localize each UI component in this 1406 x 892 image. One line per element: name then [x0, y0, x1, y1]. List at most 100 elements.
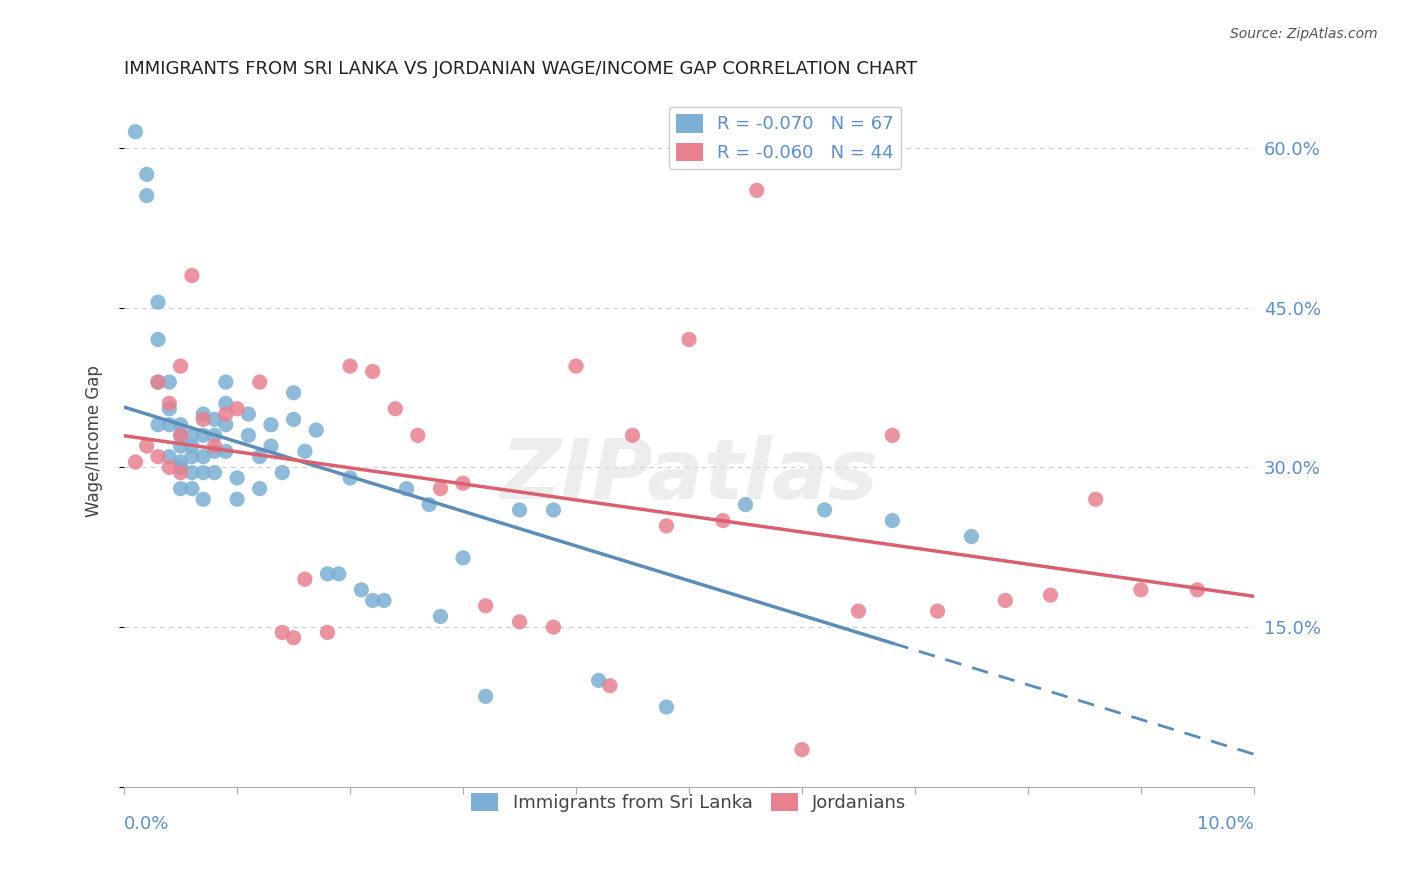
Point: [429, 482, 451, 496]
Point: [169, 417, 191, 432]
Point: [215, 444, 238, 458]
Point: [745, 183, 768, 197]
Point: [249, 482, 271, 496]
Point: [316, 566, 339, 581]
Point: [146, 375, 169, 389]
Point: [204, 439, 226, 453]
Point: [384, 401, 406, 416]
Point: [169, 428, 191, 442]
Point: [180, 439, 202, 453]
Point: [509, 615, 531, 629]
Point: [226, 471, 249, 485]
Point: [271, 625, 294, 640]
Point: [157, 401, 180, 416]
Point: [180, 428, 202, 442]
Text: ZIPatlas: ZIPatlas: [501, 434, 877, 516]
Point: [238, 407, 260, 421]
Point: [193, 492, 215, 507]
Text: Source: ZipAtlas.com: Source: ZipAtlas.com: [1230, 27, 1378, 41]
Point: [339, 359, 361, 373]
Point: [678, 333, 700, 347]
Point: [655, 519, 678, 533]
Point: [169, 460, 191, 475]
Point: [848, 604, 870, 618]
Point: [193, 412, 215, 426]
Point: [328, 566, 350, 581]
Point: [169, 466, 191, 480]
Point: [135, 167, 157, 181]
Point: [157, 450, 180, 464]
Point: [204, 412, 226, 426]
Point: [157, 417, 180, 432]
Point: [169, 455, 191, 469]
Point: [429, 609, 451, 624]
Point: [451, 550, 474, 565]
Point: [543, 620, 565, 634]
Point: [655, 700, 678, 714]
Point: [316, 625, 339, 640]
Point: [169, 482, 191, 496]
Point: [226, 492, 249, 507]
Y-axis label: Wage/Income Gap: Wage/Income Gap: [86, 365, 103, 516]
Point: [124, 125, 146, 139]
Point: [294, 444, 316, 458]
Legend: Immigrants from Sri Lanka, Jordanians: Immigrants from Sri Lanka, Jordanians: [464, 786, 914, 820]
Point: [180, 466, 202, 480]
Point: [361, 364, 384, 378]
Point: [215, 407, 238, 421]
Point: [271, 466, 294, 480]
Point: [283, 631, 305, 645]
Point: [204, 466, 226, 480]
Point: [994, 593, 1017, 607]
Point: [215, 417, 238, 432]
Point: [406, 428, 429, 442]
Point: [283, 385, 305, 400]
Point: [339, 471, 361, 485]
Point: [215, 375, 238, 389]
Point: [418, 498, 440, 512]
Point: [395, 482, 418, 496]
Point: [599, 679, 621, 693]
Text: 10.0%: 10.0%: [1197, 814, 1254, 832]
Point: [146, 375, 169, 389]
Point: [180, 482, 202, 496]
Point: [813, 503, 835, 517]
Point: [146, 333, 169, 347]
Point: [146, 295, 169, 310]
Point: [215, 396, 238, 410]
Point: [711, 514, 734, 528]
Point: [169, 359, 191, 373]
Point: [474, 690, 496, 704]
Point: [157, 460, 180, 475]
Text: IMMIGRANTS FROM SRI LANKA VS JORDANIAN WAGE/INCOME GAP CORRELATION CHART: IMMIGRANTS FROM SRI LANKA VS JORDANIAN W…: [124, 60, 917, 78]
Point: [960, 530, 983, 544]
Point: [157, 375, 180, 389]
Point: [588, 673, 610, 688]
Point: [146, 417, 169, 432]
Point: [1187, 582, 1209, 597]
Point: [260, 439, 283, 453]
Point: [238, 428, 260, 442]
Point: [294, 572, 316, 586]
Point: [283, 412, 305, 426]
Point: [135, 439, 157, 453]
Point: [249, 375, 271, 389]
Point: [193, 428, 215, 442]
Point: [361, 593, 384, 607]
Point: [790, 742, 813, 756]
Point: [1084, 492, 1107, 507]
Point: [157, 396, 180, 410]
Point: [146, 450, 169, 464]
Point: [204, 428, 226, 442]
Point: [621, 428, 644, 442]
Point: [124, 455, 146, 469]
Point: [882, 428, 904, 442]
Point: [543, 503, 565, 517]
Point: [169, 439, 191, 453]
Point: [260, 417, 283, 432]
Point: [373, 593, 395, 607]
Point: [1129, 582, 1152, 597]
Point: [927, 604, 949, 618]
Point: [451, 476, 474, 491]
Point: [350, 582, 373, 597]
